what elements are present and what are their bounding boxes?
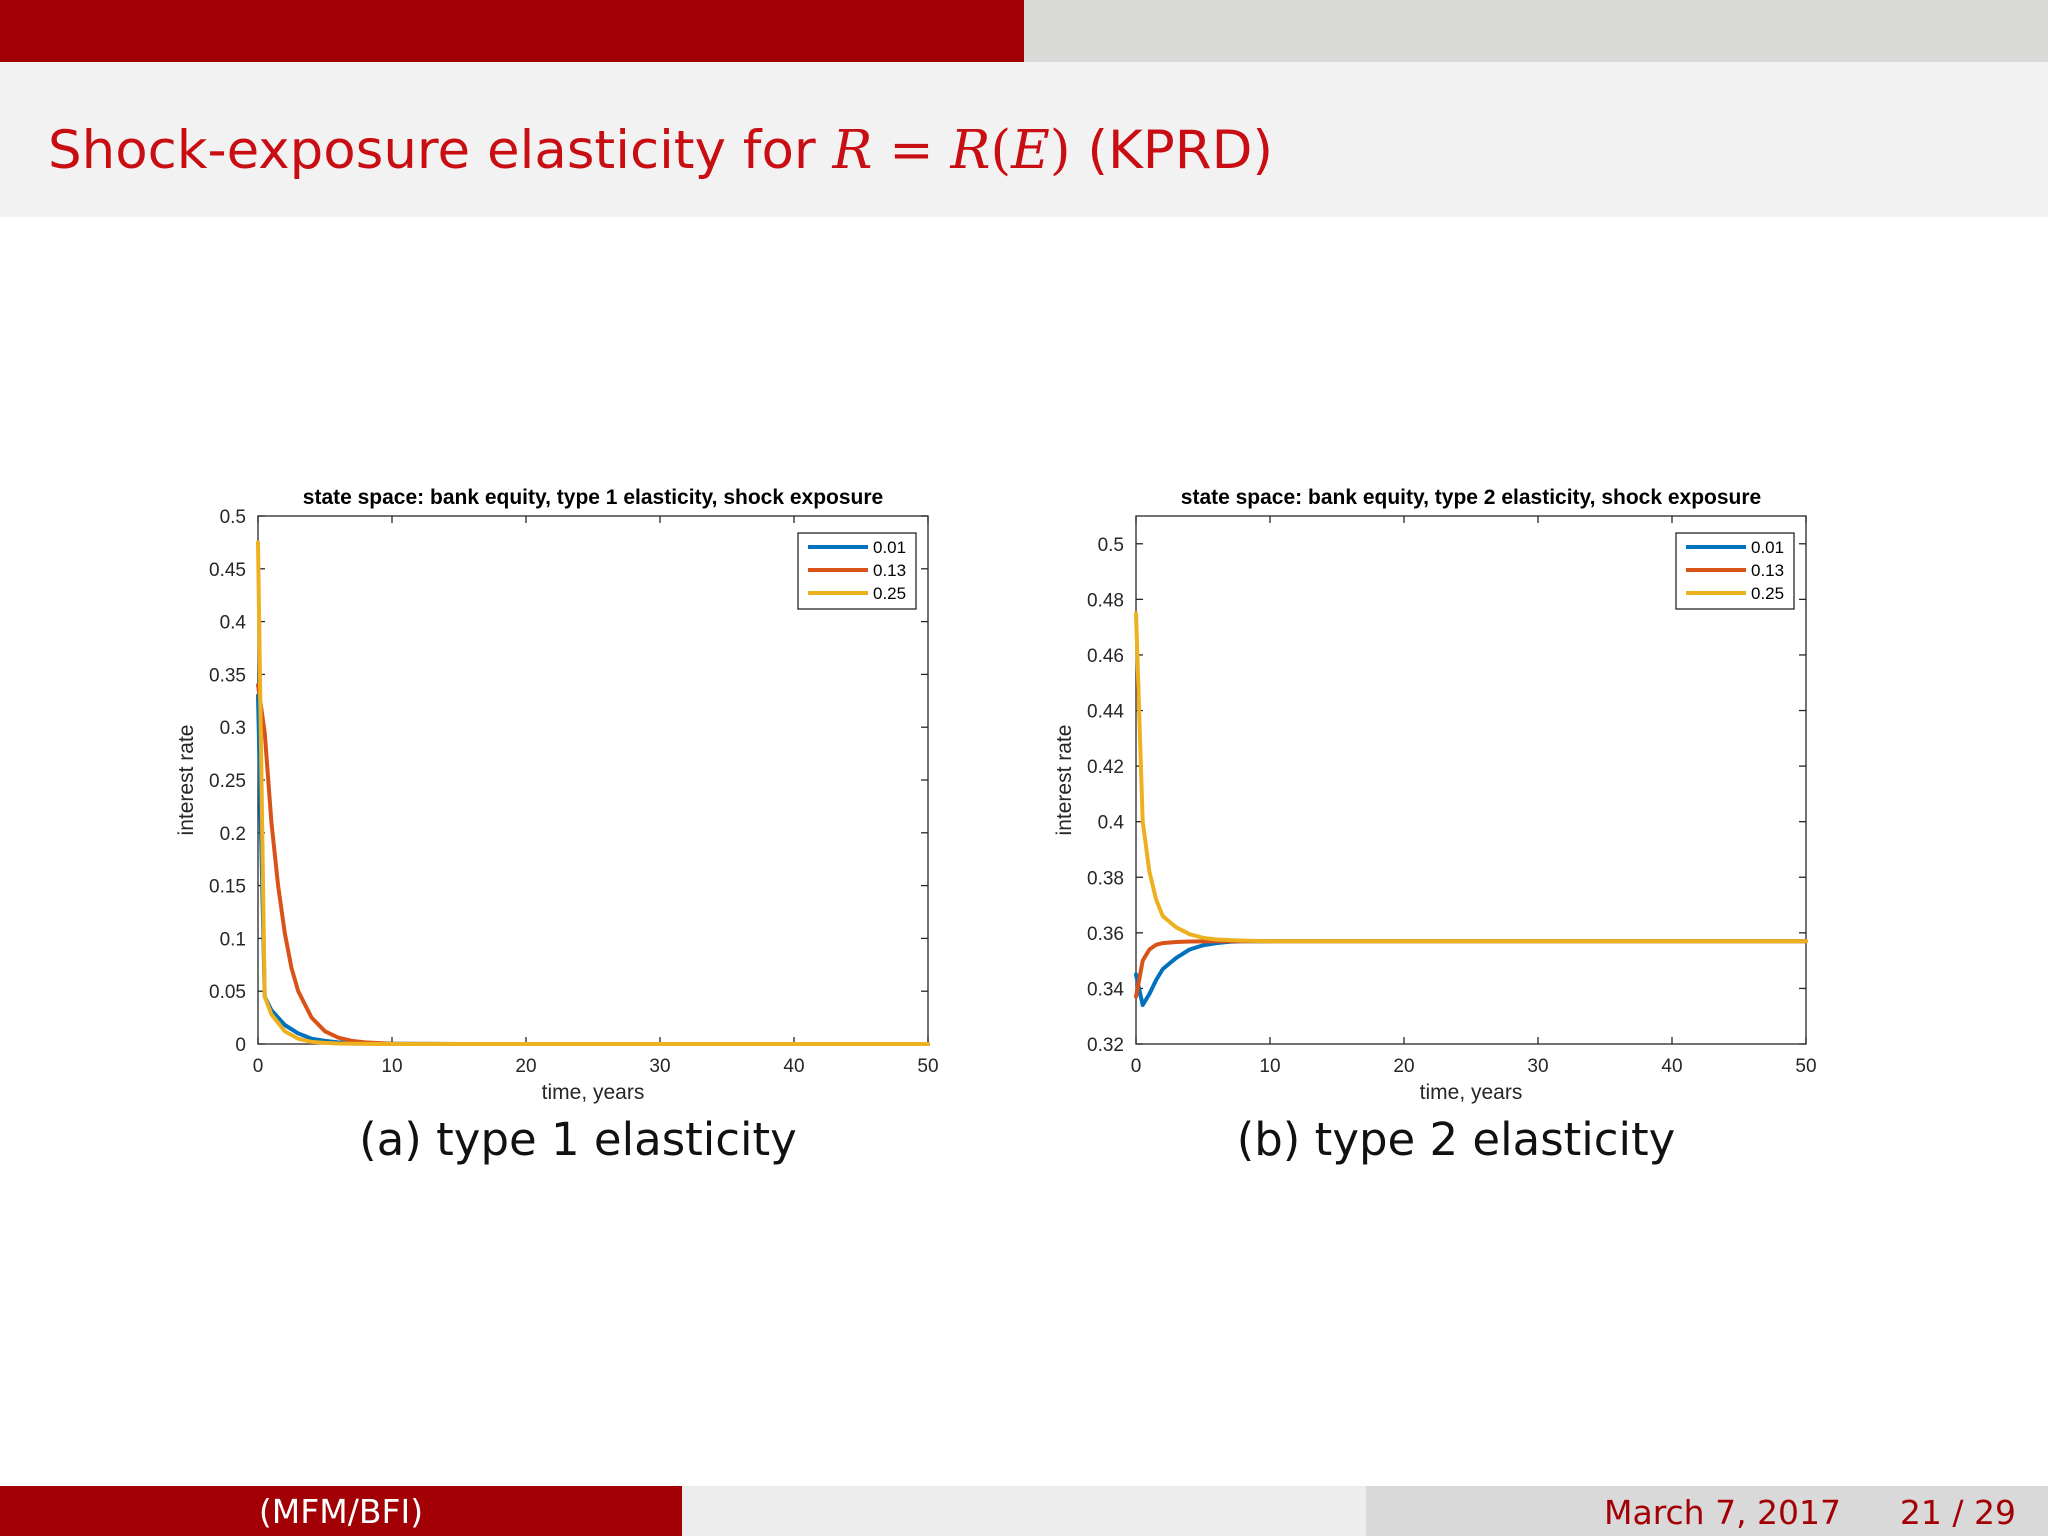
y-tick-label: 0.3 xyxy=(220,718,246,739)
x-tick-label: 0 xyxy=(1131,1056,1142,1077)
slide-title-lhs: R xyxy=(832,120,873,181)
slide-title-prefix: Shock-exposure elasticity for xyxy=(48,120,833,181)
y-tick-label: 0.48 xyxy=(1087,590,1124,611)
footer-affiliation: (MFM/BFI) xyxy=(0,1486,682,1536)
slide-title-suffix: (KPRD) xyxy=(1070,120,1274,181)
y-tick-label: 0.38 xyxy=(1087,868,1124,889)
x-tick-label: 30 xyxy=(649,1056,670,1077)
footer-page-number: 21 / 29 xyxy=(1899,1493,2016,1532)
chart-title: state space: bank equity, type 1 elastic… xyxy=(303,486,883,509)
slide-title: Shock-exposure elasticity for R = R(E) (… xyxy=(48,124,1273,177)
legend-label: 0.01 xyxy=(1751,538,1784,557)
series-line-0.25 xyxy=(256,540,930,1046)
y-tick-label: 0.5 xyxy=(1098,535,1124,556)
y-tick-label: 0.44 xyxy=(1087,702,1124,723)
x-tick-label: 20 xyxy=(1393,1056,1414,1077)
y-tick-label: 0.46 xyxy=(1087,646,1124,667)
legend-label: 0.01 xyxy=(873,538,906,557)
x-tick-label: 30 xyxy=(1527,1056,1548,1077)
slide-title-paren-close: ) xyxy=(1049,120,1071,181)
y-tick-label: 0.15 xyxy=(209,877,246,898)
y-tick-label: 0.35 xyxy=(209,665,246,686)
x-tick-label: 40 xyxy=(783,1056,804,1077)
caption-type2: (b) type 2 elasticity xyxy=(1236,1113,1676,1166)
x-tick-label: 50 xyxy=(917,1056,938,1077)
y-axis-label: interest rate xyxy=(1053,725,1076,836)
title-band xyxy=(0,62,2048,217)
x-tick-label: 10 xyxy=(381,1056,402,1077)
y-tick-label: 0.05 xyxy=(209,982,246,1003)
y-tick-label: 0.36 xyxy=(1087,924,1124,945)
chart-title: state space: bank equity, type 2 elastic… xyxy=(1181,486,1761,509)
series-line-0.25 xyxy=(1134,611,1808,944)
chart-type2-elasticity: 0 10 20 30 40 50 0.32 0.34 0.36 0.38 0.4 0.42 0.44 0.… xyxy=(1053,486,1817,1104)
y-tick-label: 0.1 xyxy=(220,929,246,950)
y-axis-label: interest rate xyxy=(175,725,198,836)
x-tick-label: 20 xyxy=(515,1056,536,1077)
y-tick-label: 0.34 xyxy=(1087,979,1124,1000)
x-tick-label: 10 xyxy=(1259,1056,1280,1077)
footer-middle-band xyxy=(682,1486,1366,1536)
x-axis-label: time, years xyxy=(542,1081,645,1104)
x-axis-label: time, years xyxy=(1420,1081,1523,1104)
caption-type1: (a) type 1 elasticity xyxy=(359,1113,797,1166)
legend-label: 0.25 xyxy=(873,584,906,603)
top-progress-bar-filled xyxy=(0,0,1024,62)
x-tick-label: 40 xyxy=(1661,1056,1682,1077)
y-tick-label: 0.45 xyxy=(209,560,246,581)
footer-affiliation-text: (MFM/BFI) xyxy=(258,1491,424,1531)
footer-date: March 7, 2017 xyxy=(1604,1493,1842,1532)
y-tick-label: 0.2 xyxy=(220,824,246,845)
y-tick-label: 0 xyxy=(235,1035,246,1056)
legend-label: 0.13 xyxy=(873,561,906,580)
y-tick-label: 0.42 xyxy=(1087,757,1124,778)
legend-label: 0.25 xyxy=(1751,584,1784,603)
x-tick-label: 0 xyxy=(253,1056,264,1077)
chart-type1-elasticity: 0 10 20 30 40 50 0 0.05 0.1 0.15 0.2 0.25 0.3 0.35 0.4… xyxy=(175,486,939,1104)
x-tick-label: 50 xyxy=(1795,1056,1816,1077)
top-progress-bar-empty xyxy=(1024,0,2048,62)
legend-label: 0.13 xyxy=(1751,561,1784,580)
slide-title-equals: = xyxy=(872,120,951,181)
y-tick-label: 0.4 xyxy=(220,613,247,634)
slide-title-rhs-arg: E xyxy=(1011,120,1050,181)
footer-meta: March 7, 2017 21 / 29 xyxy=(1366,1486,2048,1536)
slide-title-paren-open: ( xyxy=(990,120,1012,181)
y-tick-label: 0.4 xyxy=(1098,813,1125,834)
slide-title-rhs-fn: R xyxy=(950,120,991,181)
y-tick-label: 0.5 xyxy=(220,507,246,528)
y-tick-label: 0.32 xyxy=(1087,1035,1124,1056)
y-tick-label: 0.25 xyxy=(209,771,246,792)
